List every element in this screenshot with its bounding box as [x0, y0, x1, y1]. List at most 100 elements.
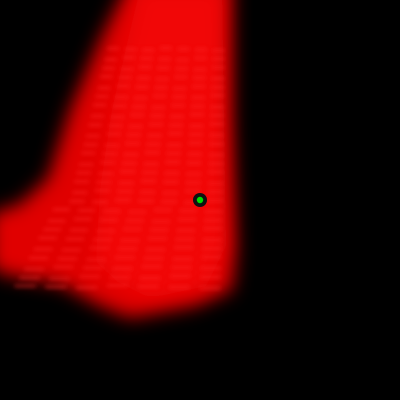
striation-band — [201, 255, 222, 259]
striation-band — [116, 84, 130, 88]
striation-band — [172, 257, 193, 261]
striation-band — [203, 227, 222, 230]
striation-band — [177, 47, 190, 51]
striation-band — [47, 219, 66, 223]
striation-band — [103, 209, 121, 213]
striation-band — [211, 86, 225, 89]
striation-band — [73, 217, 92, 221]
striation-band — [90, 114, 105, 118]
striation-band — [211, 66, 225, 69]
striation-band — [137, 76, 151, 80]
striation-band — [69, 200, 86, 203]
striation-band — [201, 247, 222, 250]
striation-band — [170, 115, 185, 118]
striation-band — [110, 115, 125, 119]
striation-band — [173, 246, 194, 249]
striation-band — [53, 265, 74, 269]
striation-band — [209, 133, 224, 137]
striation-band — [99, 75, 113, 78]
striation-band — [138, 65, 152, 69]
striation-band — [185, 181, 201, 184]
striation-band — [73, 180, 90, 183]
striation-band — [192, 85, 206, 88]
striation-band — [138, 199, 155, 203]
striation-band — [94, 189, 111, 192]
striation-band — [192, 76, 206, 80]
striation-band — [52, 208, 71, 211]
striation-band — [189, 124, 204, 128]
striation-band — [135, 85, 149, 89]
striation-band — [212, 49, 225, 52]
striation-band — [188, 141, 203, 145]
striation-band — [172, 95, 186, 99]
striation-band — [164, 171, 180, 175]
striation-band — [96, 229, 115, 233]
striation-band — [208, 170, 224, 174]
striation-band — [107, 47, 120, 50]
striation-band — [65, 237, 85, 241]
striation-band — [145, 248, 166, 251]
striation-band — [118, 181, 134, 185]
striation-band — [150, 114, 165, 118]
striation-band — [100, 161, 116, 164]
striation-band — [208, 153, 224, 157]
striation-band — [147, 237, 167, 240]
striation-band — [210, 114, 225, 117]
striation-band — [98, 172, 114, 175]
striation-band — [151, 220, 171, 223]
striation-band — [208, 162, 224, 165]
striation-band — [204, 210, 223, 213]
striation-band — [139, 190, 156, 194]
striation-band — [139, 276, 161, 280]
striation-band — [112, 267, 133, 270]
striation-band — [147, 134, 162, 137]
striation-band — [157, 66, 170, 70]
striation-band — [97, 86, 111, 90]
striation-band — [194, 56, 207, 60]
striation-band — [118, 76, 132, 79]
striation-band — [123, 153, 139, 156]
striation-band — [142, 171, 158, 174]
striation-band — [158, 57, 171, 61]
striation-band — [108, 124, 123, 127]
striation-band — [212, 57, 225, 61]
striation-band — [159, 46, 172, 50]
striation-band — [207, 190, 224, 194]
striation-band — [166, 152, 181, 155]
striation-band — [120, 239, 140, 242]
striation-band — [69, 228, 89, 232]
striation-band — [61, 248, 82, 252]
striation-band — [168, 285, 190, 289]
striation-band — [106, 132, 121, 136]
striation-band — [88, 123, 103, 127]
striation-band — [45, 285, 67, 289]
striation-band — [171, 266, 192, 269]
striation-band — [23, 267, 45, 271]
striation-band — [42, 228, 62, 231]
striation-band — [149, 228, 169, 232]
striation-band — [89, 246, 110, 250]
striation-band — [167, 143, 182, 147]
striation-band — [200, 266, 222, 270]
striation-band — [175, 67, 189, 70]
striation-band — [104, 144, 119, 147]
striation-band — [106, 284, 129, 287]
striation-band — [146, 143, 161, 146]
striation-band — [114, 95, 128, 99]
striation-band — [190, 113, 205, 116]
striation-band — [140, 57, 153, 60]
striation-band — [165, 160, 181, 164]
striation-band — [169, 124, 184, 127]
striation-band — [152, 94, 167, 98]
striation-band — [179, 209, 197, 213]
striation-band — [14, 284, 36, 288]
striation-band — [109, 276, 131, 279]
striation-band — [102, 152, 118, 156]
striation-band — [123, 227, 142, 231]
striation-band — [210, 105, 225, 109]
striation-band — [77, 209, 96, 212]
striation-band — [49, 277, 71, 280]
striation-band — [83, 143, 98, 146]
striation-band — [80, 151, 96, 155]
striation-band — [207, 199, 224, 202]
